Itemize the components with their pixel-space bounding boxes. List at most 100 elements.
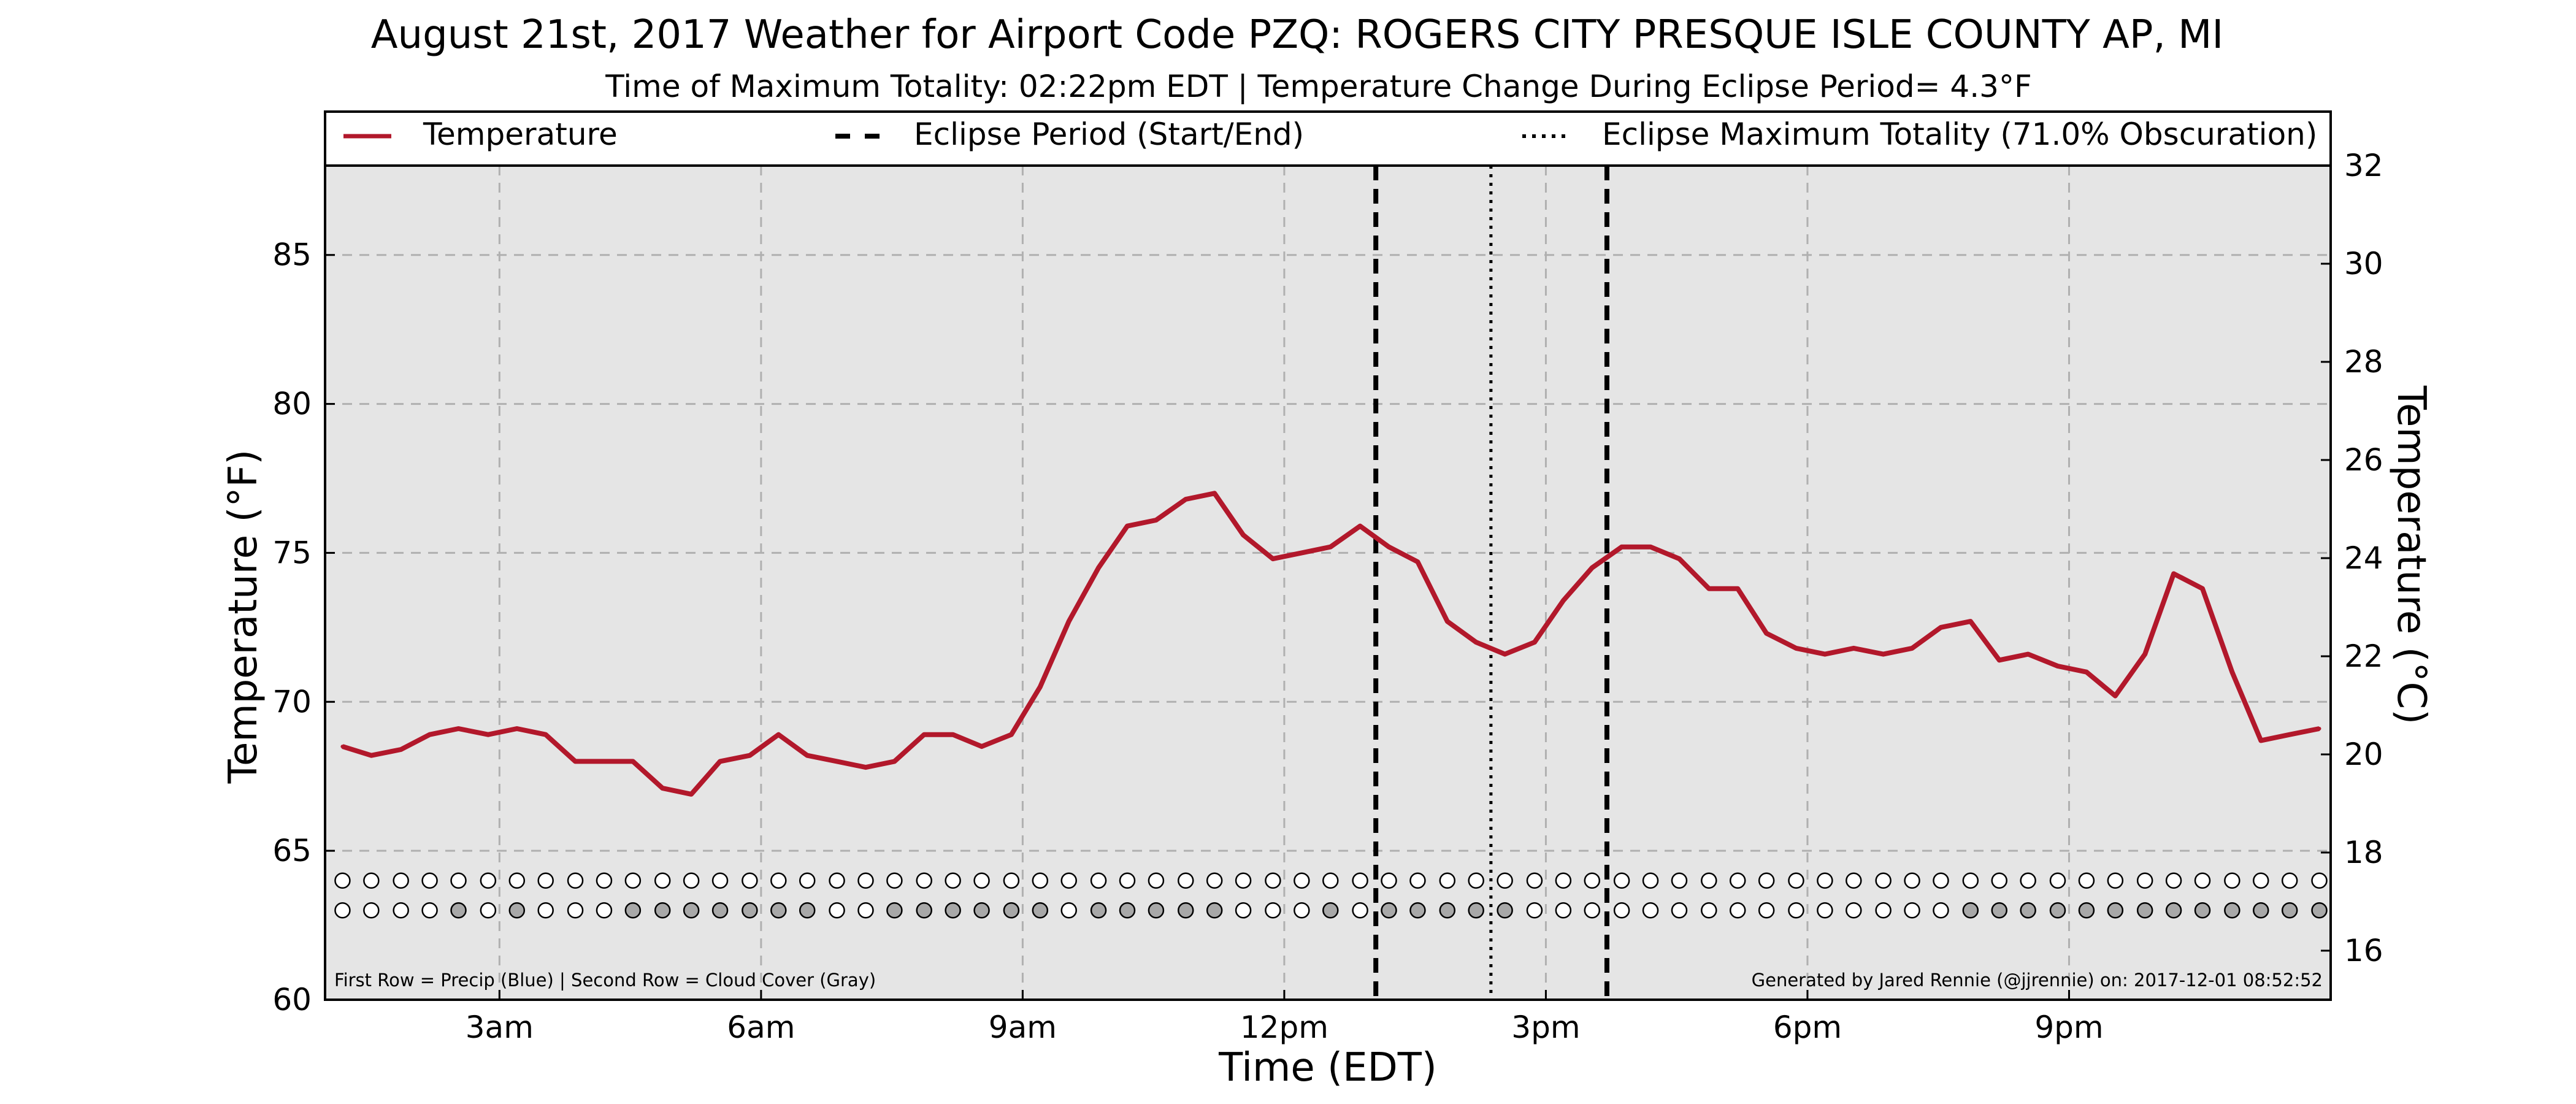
cloud-marker — [2049, 902, 2066, 919]
y-tick-label-right: 20 — [2344, 737, 2383, 772]
precip-marker — [1409, 872, 1426, 889]
plot-frame — [324, 164, 2332, 1001]
grid-lines — [325, 166, 2331, 1000]
cloud-marker — [1148, 902, 1165, 919]
cloud-marker — [1265, 902, 1281, 919]
y-axis-label-right: Temperature (°C) — [2388, 385, 2434, 724]
precip-marker — [1701, 872, 1717, 889]
precip-marker — [2136, 872, 2153, 889]
x-tick-label: 3pm — [1511, 1010, 1580, 1045]
cloud-marker — [1235, 902, 1252, 919]
precip-marker — [1933, 872, 1949, 889]
precip-marker — [1875, 872, 1892, 889]
precip-marker — [1497, 872, 1513, 889]
precip-marker — [1991, 872, 2007, 889]
cloud-marker — [596, 902, 613, 919]
precip-marker — [945, 872, 961, 889]
temperature-point — [718, 759, 723, 764]
precip-marker — [596, 872, 613, 889]
x-tick-label: 9pm — [2034, 1010, 2103, 1045]
cloud-marker — [1032, 902, 1049, 919]
precip-marker — [1904, 872, 1920, 889]
cloud-marker — [1497, 902, 1513, 919]
precip-marker — [480, 872, 497, 889]
cloud-marker — [1991, 902, 2007, 919]
cloud-marker — [1119, 902, 1136, 919]
cloud-marker — [1381, 902, 1397, 919]
cloud-marker — [624, 902, 642, 919]
y-tick-label-right: 30 — [2344, 246, 2383, 282]
precip-marker — [1468, 872, 1484, 889]
cloud-marker — [2311, 902, 2328, 919]
cloud-marker — [683, 902, 700, 919]
precip-marker — [829, 872, 845, 889]
x-tick-label: 6pm — [1773, 1010, 1842, 1045]
temperature-point — [1241, 533, 1246, 537]
y-tick-label-left: 60 — [272, 982, 312, 1018]
y-axis-left: 60 65 70 75 80 85 — [272, 237, 335, 1018]
precip-marker — [1962, 872, 1979, 889]
temperature-point — [661, 786, 665, 791]
precip-cloud-markers — [334, 872, 2328, 919]
cloud-marker — [829, 902, 845, 919]
temperature-point — [1038, 685, 1042, 689]
temperature-point — [456, 727, 461, 730]
cloud-marker — [1003, 902, 1020, 919]
cloud-marker — [945, 902, 961, 919]
precip-marker — [2311, 872, 2328, 889]
plot-background — [325, 166, 2331, 1000]
cloud-marker — [363, 902, 380, 919]
temperature-point — [1445, 619, 1449, 624]
chart-subtitle: Time of Maximum Totality: 02:22pm EDT | … — [605, 69, 2031, 104]
temperature-point — [1067, 619, 1071, 624]
cloud-marker — [480, 902, 497, 919]
temperature-point — [835, 759, 839, 764]
legend-eclipse-period-label: Eclipse Period (Start/End) — [914, 117, 1304, 152]
temperature-point — [2288, 732, 2292, 737]
cloud-marker — [1322, 902, 1339, 919]
precip-marker — [1003, 872, 1020, 889]
temperature-point — [602, 759, 606, 764]
precip-marker — [799, 872, 816, 889]
cloud-marker — [1468, 902, 1484, 919]
temperature-point — [543, 732, 548, 737]
precip-marker — [973, 872, 990, 889]
temperature-point — [1823, 652, 1827, 656]
cloud-marker — [2194, 902, 2211, 919]
temperature-point — [1387, 545, 1391, 549]
cloud-marker — [1817, 902, 1833, 919]
temperature-point — [2172, 572, 2176, 576]
precip-marker — [1060, 872, 1077, 889]
cloud-marker — [1846, 902, 1862, 919]
temperature-point — [486, 732, 490, 737]
y-axis-label-left: Temperature (°F) — [221, 450, 266, 784]
precip-marker — [363, 872, 380, 889]
cloud-marker — [2224, 902, 2241, 919]
precip-marker — [1235, 872, 1252, 889]
cloud-marker — [1294, 902, 1310, 919]
cloud-marker — [1555, 902, 1572, 919]
precip-marker — [654, 872, 671, 889]
temperature-point — [1620, 545, 1624, 549]
cloud-marker — [2107, 902, 2124, 919]
x-axis: 3am 6am 9am 12pm 3pm 6pm 9pm — [466, 990, 2104, 1045]
precip-marker — [537, 872, 554, 889]
cloud-marker — [711, 902, 729, 919]
precip-marker — [2194, 872, 2211, 889]
temperature-point — [2259, 738, 2263, 743]
temperature-point — [1736, 586, 1740, 591]
precip-marker — [1846, 872, 1862, 889]
precip-marker — [2253, 872, 2269, 889]
cloud-marker — [537, 902, 554, 919]
temperature-point — [2230, 670, 2234, 674]
precip-marker — [1090, 872, 1107, 889]
temperature-point — [1968, 619, 1972, 624]
temperature-point — [1677, 557, 1681, 561]
temperature-point — [1649, 545, 1653, 549]
temperature-point — [1997, 658, 2001, 662]
precip-marker — [508, 872, 526, 889]
cloud-marker — [1933, 902, 1949, 919]
temperature-point — [1358, 524, 1362, 528]
temperature-point — [979, 745, 984, 749]
precip-marker — [1381, 872, 1397, 889]
